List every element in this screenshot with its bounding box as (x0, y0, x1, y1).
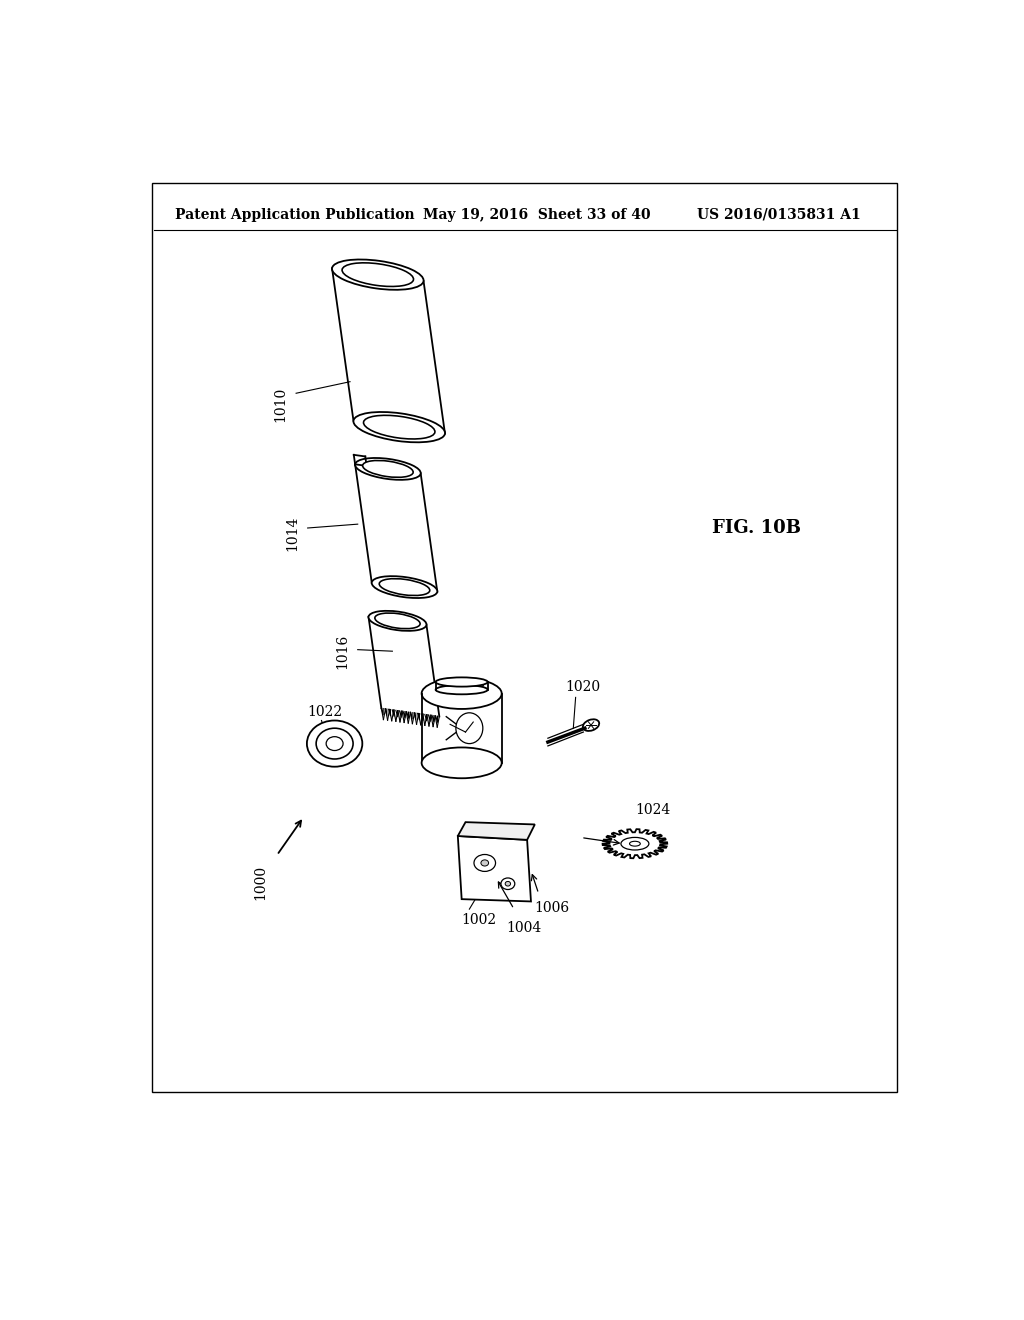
Text: 1004: 1004 (506, 921, 542, 935)
Text: 1018: 1018 (451, 682, 485, 696)
Ellipse shape (501, 878, 515, 890)
Polygon shape (458, 822, 535, 840)
Polygon shape (458, 836, 531, 902)
Text: 1010: 1010 (273, 387, 288, 422)
Ellipse shape (364, 416, 435, 440)
Ellipse shape (353, 412, 445, 442)
Text: 1014: 1014 (286, 516, 299, 550)
Ellipse shape (342, 263, 414, 286)
Ellipse shape (372, 576, 437, 598)
Text: FIG. 10B: FIG. 10B (712, 519, 801, 537)
Text: 1022: 1022 (307, 705, 343, 719)
Ellipse shape (355, 458, 421, 480)
Text: US 2016/0135831 A1: US 2016/0135831 A1 (696, 207, 860, 222)
Text: 1020: 1020 (565, 680, 601, 693)
Ellipse shape (505, 882, 511, 886)
Text: Patent Application Publication: Patent Application Publication (175, 207, 415, 222)
Text: May 19, 2016  Sheet 33 of 40: May 19, 2016 Sheet 33 of 40 (423, 207, 651, 222)
Polygon shape (602, 829, 668, 858)
Ellipse shape (326, 737, 343, 751)
Text: 1000: 1000 (253, 866, 267, 900)
Ellipse shape (435, 685, 487, 694)
Ellipse shape (307, 721, 362, 767)
Polygon shape (355, 465, 437, 591)
Bar (422, 693, 502, 763)
Ellipse shape (369, 611, 426, 631)
Ellipse shape (621, 837, 649, 850)
Bar (153, 183, 897, 1092)
Ellipse shape (630, 841, 640, 846)
Text: 1006: 1006 (535, 902, 570, 916)
Text: 1016: 1016 (335, 634, 349, 669)
Ellipse shape (583, 719, 599, 731)
Ellipse shape (435, 677, 487, 686)
Ellipse shape (422, 678, 502, 709)
Ellipse shape (474, 854, 496, 871)
Ellipse shape (332, 260, 424, 290)
Polygon shape (332, 268, 445, 433)
Text: 1002: 1002 (462, 913, 497, 927)
Ellipse shape (375, 612, 420, 628)
Ellipse shape (481, 859, 488, 866)
Ellipse shape (362, 461, 413, 478)
Text: 1024: 1024 (635, 803, 670, 817)
Ellipse shape (379, 578, 430, 595)
Polygon shape (369, 616, 439, 717)
Ellipse shape (456, 713, 483, 743)
Ellipse shape (422, 747, 502, 779)
Ellipse shape (316, 729, 353, 759)
